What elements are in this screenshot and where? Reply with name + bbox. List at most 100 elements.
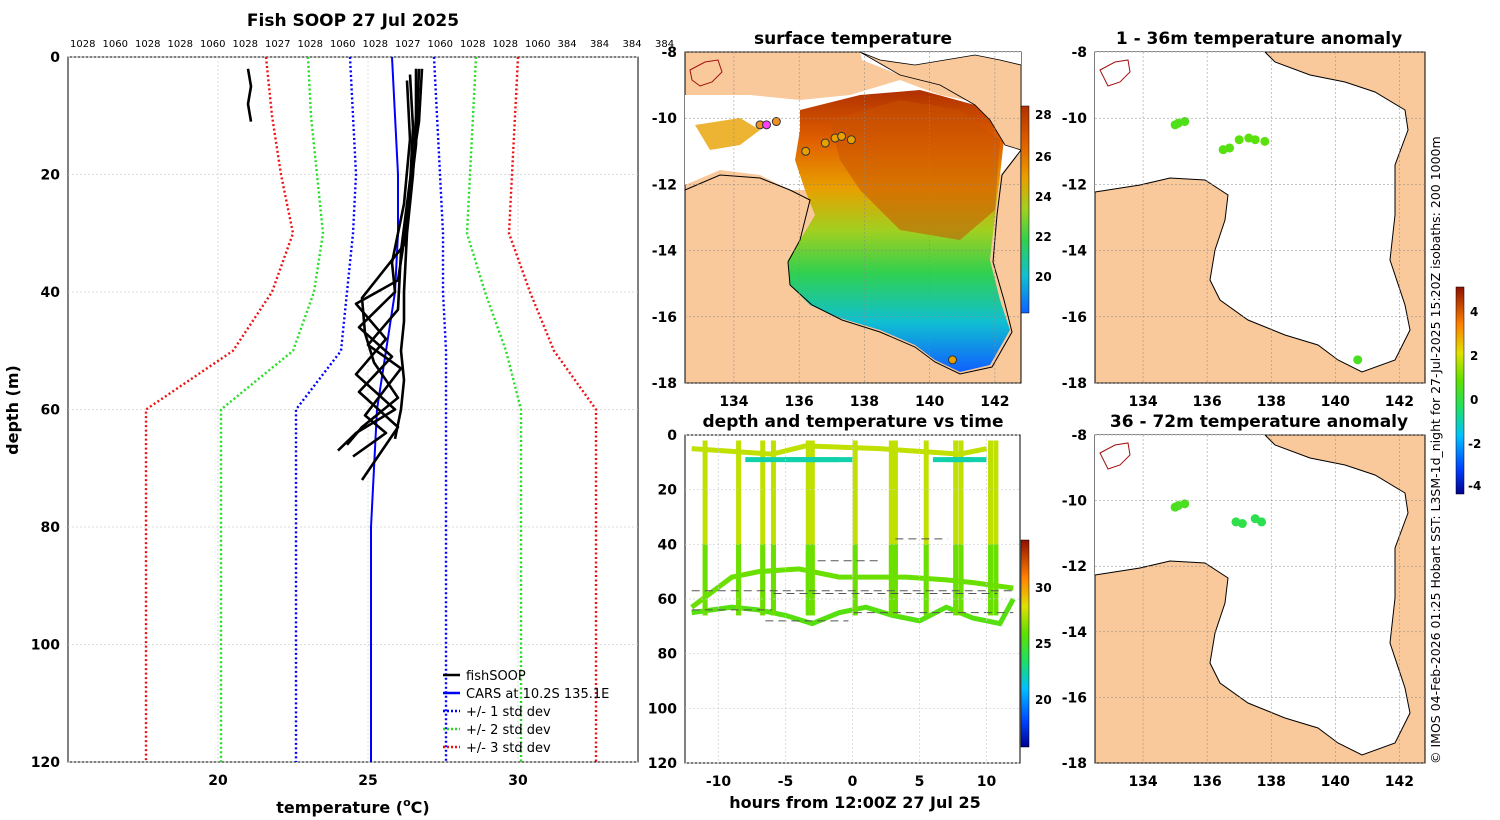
sst-stations xyxy=(755,117,957,365)
top-label: 1060 xyxy=(330,39,355,50)
anomaly-marker xyxy=(1257,517,1267,527)
std3-line xyxy=(507,57,598,762)
anom1-timor xyxy=(1099,59,1131,87)
top-label: 1028 xyxy=(70,39,95,50)
y-tick-label: 100 xyxy=(648,701,677,717)
y-tick-label: 40 xyxy=(658,537,678,553)
x-tick-label: 140 xyxy=(1321,394,1350,410)
top-label: 384 xyxy=(655,39,674,50)
profile-title: Fish SOOP 27 Jul 2025 xyxy=(247,11,459,31)
y-tick-label: -10 xyxy=(652,111,678,127)
x-tick-label: 25 xyxy=(358,773,377,789)
anom-cb-tick: 4 xyxy=(1470,305,1478,319)
sst-map-panel: surface temperature 134 136 138 140 142 -8 -10… xyxy=(652,29,1052,410)
anom1-sea xyxy=(1095,52,1410,372)
legend-label-fish: fishSOOP xyxy=(466,669,526,684)
sst-cb-tick: 22 xyxy=(1035,230,1052,244)
y-tick-label: -16 xyxy=(1062,310,1087,326)
y-tick-label: -12 xyxy=(1062,559,1087,575)
top-label: 384 xyxy=(558,39,577,50)
anom1-stations xyxy=(1170,117,1363,365)
x-tick-label: 136 xyxy=(785,394,814,410)
sst-cb-tick: 24 xyxy=(1035,190,1052,204)
depth-time-title: depth and temperature vs time xyxy=(703,412,1004,432)
y-tick-label: 0 xyxy=(50,50,60,66)
anom1-ticks: 134 136 138 140 142 -8 -10 -12 -14 -16 -18 xyxy=(1062,45,1425,410)
top-label: 1028 xyxy=(493,39,518,50)
top-label: 1028 xyxy=(168,39,193,50)
top-label: 384 xyxy=(590,39,609,50)
anom-cb-tick: 0 xyxy=(1470,393,1478,407)
y-tick-label: -10 xyxy=(1062,494,1088,510)
std1-line xyxy=(294,57,358,762)
dt-cb-tick: 25 xyxy=(1035,637,1052,651)
sst-gulf-warm-patch xyxy=(830,100,1000,240)
profile-legend: fishSOOP CARS at 10.2S 135.1E +/- 1 std … xyxy=(443,669,609,756)
y-tick-label: -14 xyxy=(1062,244,1088,260)
legend-label-sd3: +/- 3 std dev xyxy=(466,741,551,756)
y-tick-label: -18 xyxy=(1062,376,1087,392)
anom2-sea xyxy=(1095,435,1410,755)
sst-timor-coast xyxy=(689,59,723,87)
profile-ticks: 20 25 30 0 20 40 60 80 100 120 xyxy=(31,50,528,789)
std2-line xyxy=(465,57,523,762)
legend-label-cars: CARS at 10.2S 135.1E xyxy=(466,687,609,702)
y-tick-label: -16 xyxy=(1062,690,1087,706)
station-marker xyxy=(820,138,830,148)
top-label: 1027 xyxy=(395,39,420,50)
y-tick-label: -16 xyxy=(652,310,677,326)
sst-warm-speckle xyxy=(695,118,760,150)
top-label: 1027 xyxy=(265,39,290,50)
y-tick-label: -8 xyxy=(661,45,677,61)
anom1-panel: 1 - 36m temperature anomaly 134 136 138 140… xyxy=(1062,29,1426,410)
x-tick-label: 134 xyxy=(1128,774,1157,790)
y-tick-label: -18 xyxy=(652,376,677,392)
y-tick-label: -10 xyxy=(1062,111,1088,127)
depth-time-xlabel: hours from 12:00Z 27 Jul 25 xyxy=(729,793,980,812)
y-tick-label: 120 xyxy=(648,756,677,772)
top-label: 1060 xyxy=(525,39,550,50)
x-tick-label: 142 xyxy=(980,394,1009,410)
station-marker xyxy=(801,146,811,156)
y-tick-label: 40 xyxy=(41,285,61,301)
fishsoop-line xyxy=(337,68,421,452)
x-tick-label: 20 xyxy=(208,773,228,789)
top-label: 1028 xyxy=(233,39,258,50)
dt-cb-tick: 30 xyxy=(1035,581,1052,595)
anom2-timor xyxy=(1099,442,1131,470)
top-label: 1028 xyxy=(460,39,485,50)
profile-panel: Fish SOOP 27 Jul 2025 1028 1060 1028 1028 10… xyxy=(3,11,674,817)
fishsoop-line xyxy=(357,80,412,481)
y-tick-label: 80 xyxy=(658,647,678,663)
sst-map-title: surface temperature xyxy=(754,29,952,49)
anom-cb-tick: -2 xyxy=(1468,437,1481,451)
anomaly-marker xyxy=(1250,135,1260,145)
y-tick-label: 60 xyxy=(658,592,678,608)
x-tick-label: 136 xyxy=(1193,394,1222,410)
sst-colorbar xyxy=(1020,105,1030,314)
y-tick-label: -14 xyxy=(652,244,678,260)
anom2-coast xyxy=(1094,434,1411,756)
anom2-title: 36 - 72m temperature anomaly xyxy=(1110,412,1408,432)
anomaly-marker xyxy=(1225,143,1235,153)
fishsoop-line xyxy=(352,68,424,458)
profile-ylabel: depth (m) xyxy=(3,365,22,455)
top-label: 1028 xyxy=(298,39,323,50)
station-marker xyxy=(771,117,781,127)
top-label: 1060 xyxy=(200,39,225,50)
top-label: 384 xyxy=(623,39,642,50)
profile-xlabel-end: C) xyxy=(411,798,430,817)
profile-series xyxy=(144,57,598,762)
x-tick-label: 134 xyxy=(1128,394,1157,410)
top-label: 1060 xyxy=(428,39,453,50)
y-tick-label: 80 xyxy=(41,520,61,536)
y-tick-label: 60 xyxy=(41,403,61,419)
sst-cb-tick: 28 xyxy=(1035,108,1052,122)
y-tick-label: -8 xyxy=(1071,45,1087,61)
x-tick-label: 0 xyxy=(848,774,858,790)
depth-time-panel: depth and temperature vs time -10 -5 0 5 100… xyxy=(648,412,1052,812)
sst-cb-tick: 26 xyxy=(1035,150,1052,164)
sst-cb-tick: 20 xyxy=(1035,270,1052,284)
